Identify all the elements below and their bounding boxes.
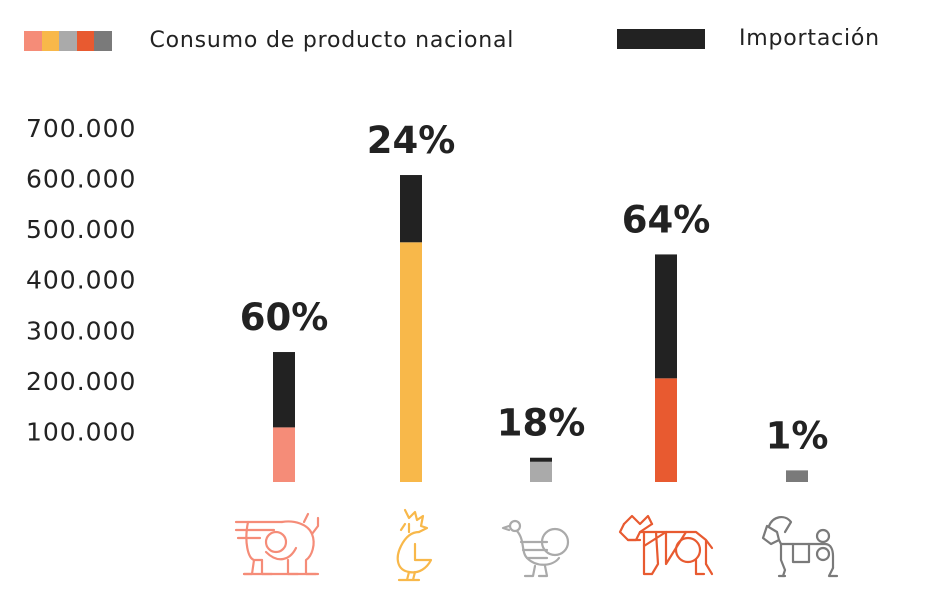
y-tick-label: 500.000 [26, 215, 136, 244]
bar-national-0 [273, 427, 295, 482]
legend-import: Importación [617, 26, 880, 51]
data-label-3: 64% [622, 198, 711, 241]
bar-national-1 [400, 242, 422, 482]
data-label-0: 60% [240, 296, 329, 339]
pork-icon [234, 512, 320, 576]
y-axis: 100.000 200.000 300.000 400.000 500.000 600.0… [26, 114, 136, 446]
y-tick-label: 100.000 [26, 417, 136, 446]
bar-import-2 [530, 457, 552, 462]
legend-national-label: Consumo de producto nacional [149, 28, 515, 53]
data-labels: 60% 24% 18% 64% 1% [240, 119, 829, 457]
data-label-1: 24% [367, 119, 456, 162]
y-tick-label: 400.000 [26, 266, 136, 295]
swatch-turkey [59, 30, 77, 51]
bars [273, 175, 808, 482]
swatch-pork [24, 30, 42, 51]
swatch-chicken [41, 30, 59, 51]
bar-national-3 [655, 378, 677, 482]
y-tick-label: 700.000 [26, 114, 136, 143]
legend-import-swatch [617, 28, 705, 49]
y-tick-label: 200.000 [26, 367, 136, 396]
legend-national: Consumo de producto nacional [24, 28, 514, 53]
legend-national-swatch [24, 30, 112, 51]
data-label-4: 1% [766, 414, 829, 457]
swatch-beef [76, 30, 94, 51]
chicken-icon [396, 508, 433, 582]
bar-import-0 [273, 352, 295, 428]
bar-national-2 [530, 461, 552, 482]
goat-icon [761, 516, 839, 578]
bar-import-3 [655, 254, 677, 379]
y-tick-label: 300.000 [26, 316, 136, 345]
y-tick-label: 600.000 [26, 165, 136, 194]
beef-icon [618, 514, 714, 576]
bar-import-1 [400, 175, 422, 243]
data-label-2: 18% [497, 402, 586, 445]
legend-import-label: Importación [739, 26, 880, 51]
turkey-icon [501, 519, 570, 578]
category-icons [234, 508, 839, 582]
swatch-goat [94, 30, 112, 51]
bar-national-4 [786, 470, 808, 482]
